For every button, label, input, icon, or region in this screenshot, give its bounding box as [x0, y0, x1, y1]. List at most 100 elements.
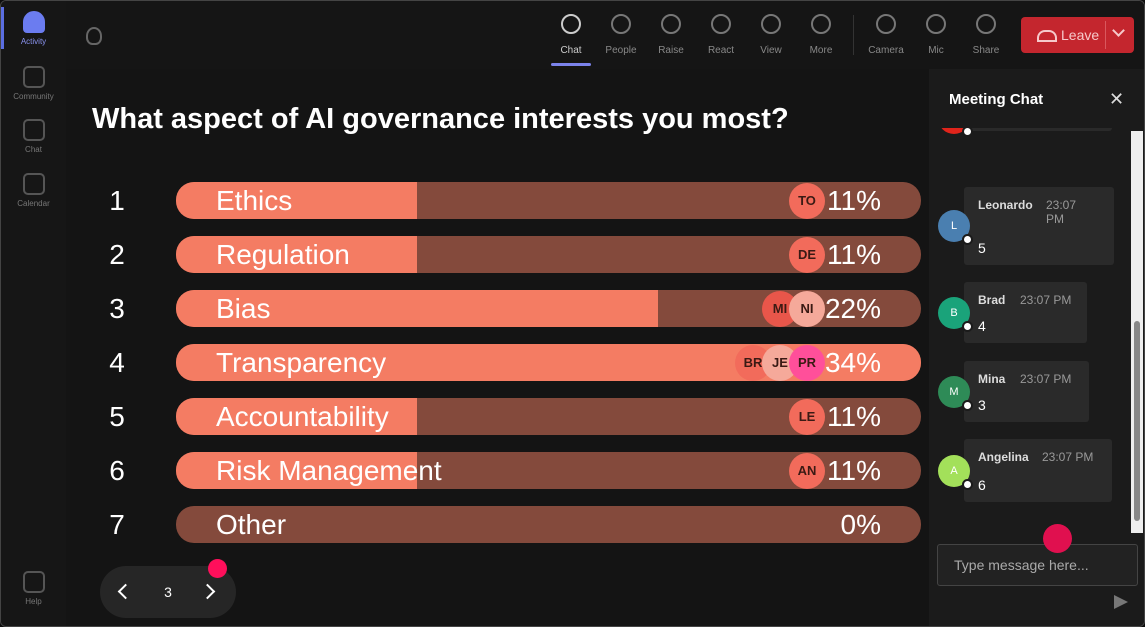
- toolbar-icon[interactable]: [711, 14, 731, 34]
- phone-icon: [1037, 30, 1057, 42]
- sidebar-icon[interactable]: [23, 571, 45, 593]
- message-bubble: Angelina 23:07 PM 6: [964, 439, 1112, 502]
- dropdown-icon: [1112, 24, 1125, 37]
- message-bubble: Priyanka23:07 PM4: [964, 128, 1112, 131]
- option-number: 2: [109, 239, 125, 270]
- message-input[interactable]: Type message here...: [937, 544, 1138, 586]
- next-button[interactable]: [199, 583, 216, 600]
- status-dot: [962, 320, 973, 332]
- toolbar-icon[interactable]: [976, 14, 996, 34]
- sidebar-icon[interactable]: [23, 66, 45, 88]
- poll-area: What aspect of AI governance interests y…: [66, 69, 929, 626]
- toolbar-icon[interactable]: [761, 14, 781, 34]
- poll-bar: Accountability 11% LE: [176, 398, 921, 435]
- send-button[interactable]: [1114, 595, 1128, 609]
- sidebar: Activity Community Chat Calendar Help: [1, 1, 66, 626]
- option-number: 3: [109, 293, 125, 324]
- toolbar-icon[interactable]: [661, 14, 681, 34]
- message-time: 23:07 PM: [1042, 450, 1094, 464]
- shield-icon: [86, 27, 102, 45]
- sidebar-label: Activity: [20, 37, 47, 46]
- chat-tab-indicator: [551, 63, 591, 66]
- prev-button[interactable]: [117, 583, 134, 600]
- voter-avatar: TO: [789, 182, 825, 219]
- message-bubble: Leonardo 23:07 PM 5: [964, 187, 1114, 265]
- toolbar-icon[interactable]: [561, 14, 581, 34]
- message-text: 3: [978, 397, 986, 413]
- message-time: 23:07 PM: [1046, 198, 1077, 226]
- toolbar-label: Share: [972, 45, 1000, 56]
- toolbar-label: Raise: [658, 45, 684, 56]
- poll-bar-fill: [176, 236, 418, 273]
- option-label: Accountability: [216, 401, 389, 432]
- option-number: 4: [109, 347, 125, 378]
- poll-bar: Ethics 11% TO: [176, 182, 921, 219]
- close-button[interactable]: ✕: [1109, 89, 1125, 109]
- message-text: 6: [978, 477, 986, 493]
- input-placeholder: Type message here...: [954, 557, 1089, 573]
- message-time: 23:07 PM: [1020, 293, 1072, 307]
- sidebar-icon[interactable]: [23, 173, 45, 195]
- message-list: Priyanka23:07 PM4PLeonardo23:07 PM5LBrad…: [929, 128, 1144, 534]
- status-dot: [962, 128, 973, 137]
- toolbar-icon[interactable]: [876, 14, 896, 34]
- poll-bar: Regulation 11% DE: [176, 236, 921, 273]
- option-label: Risk Management: [216, 455, 442, 486]
- poll-bar: Other 0%: [176, 506, 921, 543]
- option-label: Bias: [216, 293, 271, 324]
- voter-avatar: LE: [789, 398, 825, 435]
- sender-name: Mina: [978, 372, 1006, 386]
- toolbar-icon[interactable]: [926, 14, 946, 34]
- option-number: 6: [109, 455, 125, 486]
- leave-button[interactable]: Leave: [1021, 17, 1134, 53]
- option-percent: 11%: [827, 185, 881, 216]
- chat-panel: Meeting Chat ✕ Priyanka23:07 PM4P Leonard…: [929, 69, 1144, 626]
- toolbar-label: Camera: [868, 45, 904, 56]
- poll-question: What aspect of AI governance interests y…: [92, 103, 789, 135]
- poll-bar-fill: [176, 182, 418, 219]
- toolbar-label: Mic: [928, 45, 944, 56]
- option-percent: 11%: [827, 239, 881, 270]
- separator: [853, 15, 854, 55]
- divider: [1105, 21, 1106, 49]
- option-label: Other: [216, 509, 287, 540]
- chat-title: Meeting Chat: [949, 91, 1044, 108]
- toolbar-label: More: [809, 45, 833, 56]
- sender-avatar: P: [938, 128, 970, 134]
- toolbar-label: View: [760, 45, 782, 56]
- sidebar-icon[interactable]: [23, 119, 45, 141]
- poll-bar: Transparency 34% BR JE PR: [176, 344, 921, 381]
- voter-avatar: BR: [735, 344, 771, 381]
- scroll-thumb: [1134, 321, 1140, 521]
- voter-avatar: NI: [789, 290, 825, 327]
- sidebar-label: Help: [25, 597, 42, 606]
- option-number: 1: [109, 185, 125, 216]
- poll-bar: Bias 22% MI NI: [176, 290, 921, 327]
- option-percent: 11%: [827, 455, 881, 486]
- option-percent: 34%: [824, 347, 881, 378]
- toolbar-icon[interactable]: [811, 14, 831, 34]
- poll-bar-fill: [176, 290, 659, 327]
- sidebar-icon[interactable]: [23, 11, 45, 33]
- option-label: Ethics: [216, 185, 293, 216]
- message-text: 4: [978, 318, 986, 334]
- cursor-dot: [1043, 524, 1072, 553]
- message-time: 23:07 PM: [1020, 372, 1072, 386]
- status-dot: [962, 478, 973, 490]
- option-number: 5: [109, 401, 125, 432]
- toolbar-label: People: [605, 45, 637, 56]
- message-text: 5: [978, 240, 986, 256]
- message-bubble: Mina 23:07 PM 3: [964, 361, 1089, 422]
- page-number: 3: [164, 584, 172, 600]
- voter-avatar: AN: [789, 452, 825, 489]
- voter-avatar: DE: [789, 236, 825, 273]
- active-indicator: [1, 7, 4, 49]
- sidebar-label: Chat: [25, 145, 42, 154]
- poll-bar: Risk Management 11% AN: [176, 452, 921, 489]
- toolbar-icon[interactable]: [611, 14, 631, 34]
- sender-name: Angelina: [978, 450, 1029, 464]
- poll-bar-fill: [176, 452, 418, 489]
- toolbar: Leave Chat People Raise React View More Camera…: [66, 1, 1144, 69]
